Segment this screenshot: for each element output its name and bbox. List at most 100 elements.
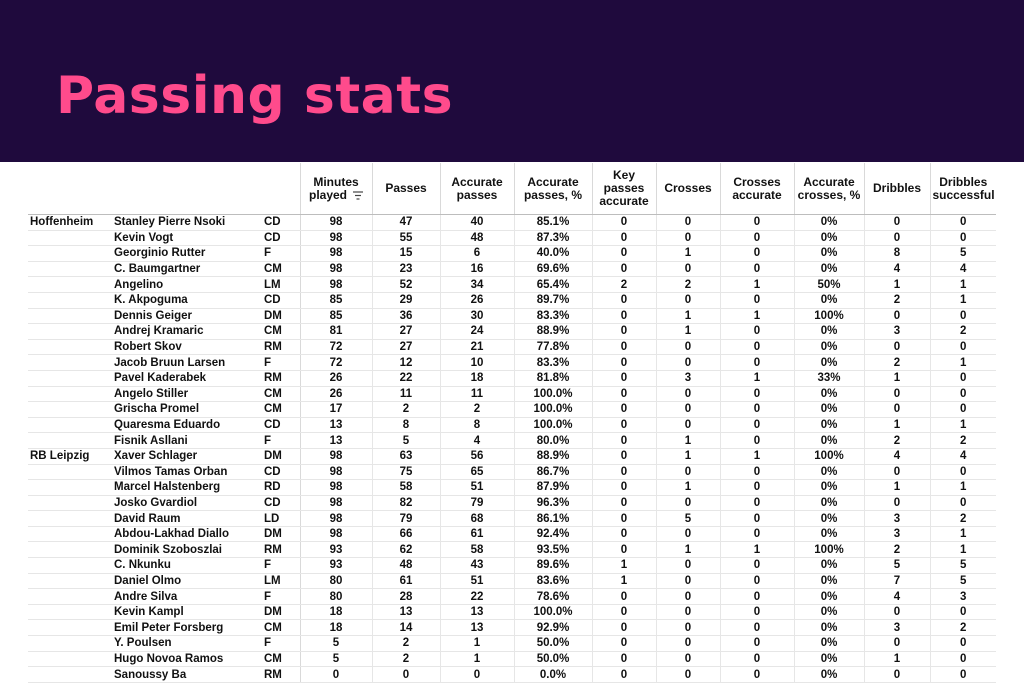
accurate-crosses-pct-cell: 0%	[794, 339, 865, 356]
accurate-passes-pct-cell: 78.6%	[514, 588, 593, 605]
column-header-crosses[interactable]: Crosses	[656, 163, 721, 215]
table-row: David Raum LD 98 79 68 86.1% 0 5 0 0% 3 2	[28, 510, 996, 527]
column-header-key-passes-accurate[interactable]: Key passes accurate	[592, 163, 657, 215]
accurate-crosses-pct-cell: 0%	[794, 230, 865, 247]
column-header-minutes-played[interactable]: Minutes played	[300, 163, 373, 215]
accurate-passes-cell: 68	[440, 510, 515, 527]
crosses-accurate-cell: 0	[720, 339, 795, 356]
passes-cell: 61	[372, 573, 441, 590]
table-row: Hugo Novoa Ramos CM 5 2 1 50.0% 0 0 0 0% 1 0	[28, 651, 996, 668]
table-row: C. Baumgartner CM 98 23 16 69.6% 0 0 0 0% 4 4	[28, 261, 996, 278]
dribbles-successful-cell: 5	[930, 573, 996, 590]
crosses-cell: 2	[656, 276, 721, 293]
accurate-crosses-pct-cell: 0%	[794, 510, 865, 527]
team-cell: Hoffenheim	[28, 214, 112, 231]
team-cell	[28, 230, 112, 247]
position-cell: LM	[262, 573, 301, 590]
accurate-crosses-pct-cell: 0%	[794, 666, 865, 683]
accurate-passes-cell: 11	[440, 386, 515, 403]
table-row: Josko Gvardiol CD 98 82 79 96.3% 0 0 0 0% 0 0	[28, 495, 996, 512]
accurate-passes-cell: 16	[440, 261, 515, 278]
column-header-accurate-crosses-pct[interactable]: Accurate crosses, %	[794, 163, 865, 215]
dribbles-cell: 2	[864, 292, 931, 309]
crosses-cell: 0	[656, 417, 721, 434]
team-cell	[28, 401, 112, 418]
passes-cell: 8	[372, 417, 441, 434]
position-cell: CM	[262, 386, 301, 403]
minutes-played-cell: 13	[300, 417, 373, 434]
position-cell: LD	[262, 510, 301, 527]
crosses-cell: 1	[656, 479, 721, 496]
accurate-crosses-pct-cell: 0%	[794, 464, 865, 481]
passes-cell: 22	[372, 370, 441, 387]
position-cell: CD	[262, 230, 301, 247]
accurate-passes-cell: 4	[440, 432, 515, 449]
accurate-passes-pct-cell: 89.6%	[514, 557, 593, 574]
accurate-passes-cell: 1	[440, 635, 515, 652]
position-cell: CD	[262, 292, 301, 309]
dribbles-cell: 0	[864, 386, 931, 403]
dribbles-successful-cell: 0	[930, 370, 996, 387]
minutes-played-cell: 98	[300, 526, 373, 543]
key-passes-accurate-cell: 0	[592, 619, 657, 637]
table-row: Marcel Halstenberg RD 98 58 51 87.9% 0 1 0 0% 1 1	[28, 479, 996, 496]
position-cell: F	[262, 245, 301, 262]
column-header-accurate-passes-pct[interactable]: Accurate passes, %	[514, 163, 593, 215]
table-row: Y. Poulsen F 5 2 1 50.0% 0 0 0 0% 0 0	[28, 635, 996, 652]
team-cell	[28, 619, 112, 637]
crosses-accurate-cell: 0	[720, 214, 795, 231]
column-header-passes[interactable]: Passes	[372, 163, 441, 215]
passes-cell: 15	[372, 245, 441, 262]
player-name-cell: Kevin Vogt	[112, 230, 262, 247]
key-passes-accurate-cell: 0	[592, 495, 657, 512]
dribbles-cell: 7	[864, 573, 931, 590]
minutes-played-cell: 17	[300, 401, 373, 418]
crosses-accurate-cell: 0	[720, 386, 795, 403]
crosses-accurate-cell: 0	[720, 573, 795, 590]
sort-filter-icon[interactable]	[353, 191, 363, 200]
crosses-accurate-cell: 1	[720, 448, 795, 465]
team-cell	[28, 339, 112, 356]
accurate-passes-cell: 1	[440, 651, 515, 668]
key-passes-accurate-cell: 0	[592, 292, 657, 309]
accurate-crosses-pct-cell: 0%	[794, 386, 865, 403]
dribbles-successful-cell: 1	[930, 479, 996, 496]
accurate-passes-pct-cell: 92.4%	[514, 526, 593, 543]
player-name-cell: Robert Skov	[112, 339, 262, 356]
accurate-crosses-pct-cell: 0%	[794, 651, 865, 668]
player-name-cell: Abdou-Lakhad Diallo	[112, 526, 262, 543]
accurate-passes-cell: 18	[440, 370, 515, 387]
table-row: Angelino LM 98 52 34 65.4% 2 2 1 50% 1 1	[28, 276, 996, 293]
accurate-passes-cell: 13	[440, 604, 515, 621]
column-header-dribbles-successful[interactable]: Dribbles successful	[930, 163, 996, 215]
key-passes-accurate-cell: 0	[592, 526, 657, 543]
key-passes-accurate-cell: 0	[592, 261, 657, 278]
minutes-played-cell: 18	[300, 619, 373, 637]
team-cell	[28, 386, 112, 403]
accurate-passes-pct-cell: 50.0%	[514, 635, 593, 652]
column-header-crosses-accurate[interactable]: Crosses accurate	[720, 163, 795, 215]
passes-cell: 5	[372, 432, 441, 449]
accurate-passes-pct-cell: 83.6%	[514, 573, 593, 590]
minutes-played-cell: 98	[300, 230, 373, 247]
column-header-dribbles[interactable]: Dribbles	[864, 163, 931, 215]
accurate-passes-cell: 51	[440, 479, 515, 496]
table-row: Kevin Kampl DM 18 13 13 100.0% 0 0 0 0% 0 0	[28, 604, 996, 621]
table-row: K. Akpoguma CD 85 29 26 89.7% 0 0 0 0% 2 1	[28, 292, 996, 309]
accurate-crosses-pct-cell: 0%	[794, 573, 865, 590]
key-passes-accurate-cell: 0	[592, 308, 657, 325]
table-row: Georginio Rutter F 98 15 6 40.0% 0 1 0 0% 8 5	[28, 245, 996, 262]
accurate-crosses-pct-cell: 33%	[794, 370, 865, 387]
dribbles-cell: 3	[864, 619, 931, 637]
dribbles-successful-cell: 1	[930, 526, 996, 543]
accurate-passes-pct-cell: 100.0%	[514, 604, 593, 621]
minutes-played-cell: 98	[300, 448, 373, 465]
team-cell	[28, 510, 112, 527]
accurate-passes-pct-cell: 83.3%	[514, 354, 593, 371]
key-passes-accurate-cell: 0	[592, 386, 657, 403]
key-passes-accurate-cell: 0	[592, 510, 657, 527]
key-passes-accurate-cell: 0	[592, 651, 657, 668]
key-passes-accurate-cell: 1	[592, 573, 657, 590]
accurate-passes-pct-cell: 83.3%	[514, 308, 593, 325]
column-header-accurate-passes[interactable]: Accurate passes	[440, 163, 515, 215]
